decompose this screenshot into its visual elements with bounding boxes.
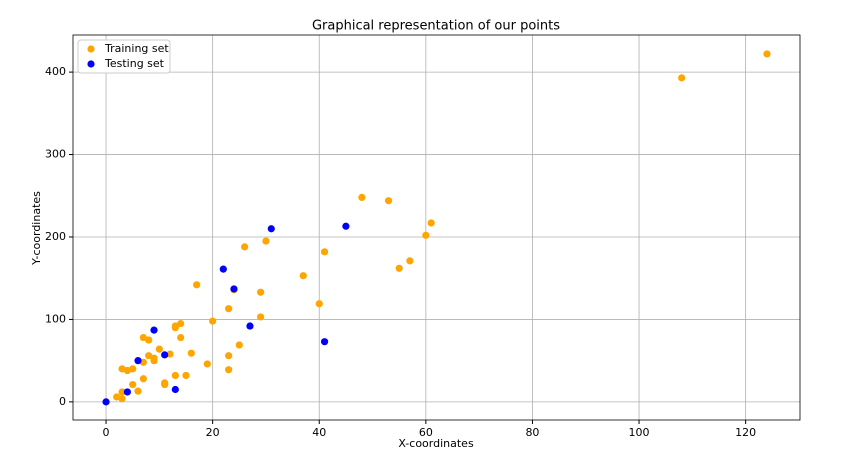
data-point [182,371,190,380]
data-point [395,264,403,272]
data-point [145,336,153,344]
y-tick-label: 400 [45,65,66,78]
legend-label: Training set [104,42,169,55]
data-point [358,193,366,202]
data-point [406,257,414,265]
data-point [171,322,179,330]
y-tick-label: 300 [45,148,66,161]
x-tick-label: 40 [312,426,326,439]
data-point [320,248,329,256]
data-point [241,243,249,251]
data-point [267,225,275,233]
data-point [262,237,270,245]
y-tick-label: 200 [45,230,66,243]
x-axis-label: X-coordinates [398,437,474,450]
data-point [134,357,142,365]
data-point [422,231,430,239]
legend-label: Testing set [104,57,165,70]
y-tick-label: 100 [45,312,66,325]
data-point [209,317,217,325]
data-point [763,50,771,58]
data-point [177,333,185,342]
data-point [320,338,329,346]
data-point [235,341,243,349]
x-tick-label: 60 [419,426,433,439]
plot-frame [72,34,801,421]
data-point [118,388,126,396]
data-point [225,352,233,360]
legend-box [77,39,171,74]
data-point [299,272,307,280]
data-point [427,219,435,227]
data-point [257,313,265,321]
legend-marker [87,60,95,68]
data-point [150,357,158,365]
data-point [118,394,126,403]
data-point [155,345,163,353]
data-point [166,350,174,358]
data-point [102,398,110,406]
data-point [257,288,265,296]
data-point [246,322,254,330]
data-point [203,360,211,368]
y-axis-label: Y-coordinates [30,191,43,266]
x-tick-label: 80 [525,426,539,439]
data-point [219,265,227,273]
y-tick-label: 0 [59,395,66,408]
data-point [150,326,158,334]
data-point [161,351,169,359]
data-point [171,385,179,394]
data-point [225,366,233,374]
data-point [134,387,142,395]
legend-marker [87,45,95,53]
data-point [315,300,323,308]
data-point [342,222,350,230]
data-point [171,371,179,380]
data-point [384,197,393,205]
data-point [225,305,233,313]
data-point [123,366,131,375]
data-point [161,380,169,389]
x-tick-label: 100 [629,426,650,439]
chart-title: Graphical representation of our points [312,19,560,34]
x-tick-label: 120 [735,426,756,439]
data-point [187,349,195,357]
data-point [123,388,131,396]
x-tick-label: 0 [103,426,110,439]
data-point [230,285,238,293]
data-point [139,375,147,383]
data-point [193,281,201,289]
data-point [129,380,137,389]
data-point [678,74,686,82]
x-tick-label: 20 [206,426,220,439]
